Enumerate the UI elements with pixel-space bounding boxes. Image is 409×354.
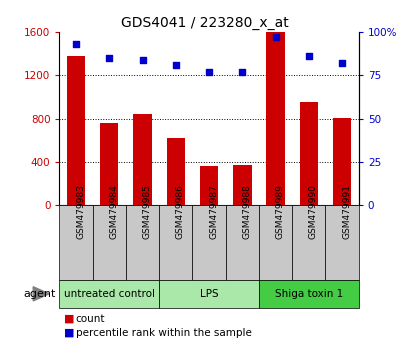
Text: percentile rank within the sample: percentile rank within the sample	[76, 328, 251, 338]
Text: agent: agent	[23, 289, 55, 299]
Text: GSM479990: GSM479990	[308, 184, 317, 239]
Bar	[292, 205, 325, 280]
Bar	[258, 280, 358, 308]
Bar	[59, 280, 159, 308]
Bar	[233, 165, 251, 205]
Text: GDS4041 / 223280_x_at: GDS4041 / 223280_x_at	[121, 16, 288, 30]
Text: GSM479991: GSM479991	[341, 184, 350, 239]
Bar	[133, 114, 151, 205]
Bar	[100, 123, 118, 205]
Bar	[166, 138, 184, 205]
Text: GSM479989: GSM479989	[275, 184, 284, 239]
Bar	[258, 205, 292, 280]
Point	[73, 41, 79, 47]
Text: Shiga toxin 1: Shiga toxin 1	[274, 289, 342, 299]
Text: count: count	[76, 314, 105, 324]
Bar	[67, 56, 85, 205]
Bar	[92, 205, 126, 280]
Bar	[332, 118, 351, 205]
Text: GSM479987: GSM479987	[209, 184, 218, 239]
Text: GSM479985: GSM479985	[142, 184, 151, 239]
Text: ■: ■	[63, 328, 74, 338]
Bar	[192, 205, 225, 280]
Text: GSM479983: GSM479983	[76, 184, 85, 239]
Bar	[325, 205, 358, 280]
Bar	[266, 32, 284, 205]
Text: ■: ■	[63, 314, 74, 324]
Point	[238, 69, 245, 75]
Bar	[159, 205, 192, 280]
Bar	[225, 205, 258, 280]
Text: GSM479988: GSM479988	[242, 184, 251, 239]
Point	[272, 34, 278, 40]
Text: LPS: LPS	[199, 289, 218, 299]
Point	[172, 62, 179, 68]
Bar	[299, 102, 317, 205]
Bar	[126, 205, 159, 280]
Point	[106, 55, 112, 61]
Bar	[159, 280, 258, 308]
Text: GSM479984: GSM479984	[109, 184, 118, 239]
Point	[338, 60, 344, 66]
Point	[205, 69, 212, 75]
Bar	[200, 166, 218, 205]
Point	[305, 53, 311, 59]
Polygon shape	[33, 287, 49, 301]
Point	[139, 57, 146, 62]
Bar	[59, 205, 92, 280]
Text: GSM479986: GSM479986	[175, 184, 184, 239]
Text: untreated control: untreated control	[64, 289, 155, 299]
